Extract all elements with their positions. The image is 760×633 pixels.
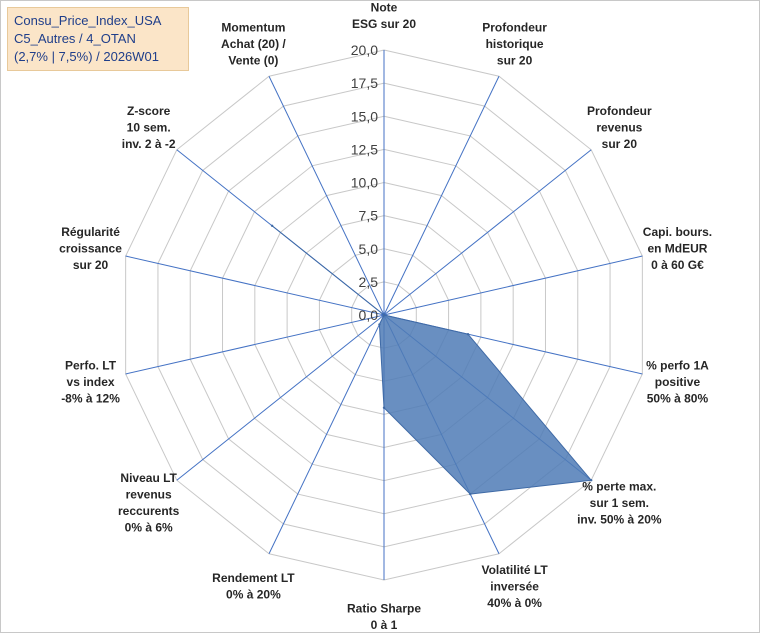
axis-label-10-line-3: reccurents — [118, 504, 180, 518]
axis-label-10-line-2: revenus — [126, 488, 172, 502]
axis-label-10-line-4: 0% à 6% — [125, 521, 173, 535]
title-line-2: C5_Autres / 4_OTAN — [14, 31, 136, 46]
tick-label-2: 5,0 — [359, 241, 379, 257]
axis-label-5: % perfo 1A positive 50% à 80% — [646, 359, 709, 406]
data-point-13 — [270, 224, 274, 227]
data-point-7 — [469, 492, 472, 496]
axis-label-14-line-2: Achat (20) / — [221, 37, 286, 51]
axis-label-4-line-2: en MdEUR — [647, 241, 707, 255]
data-point-8 — [382, 406, 386, 409]
title-line-1: Consu_Price_Index_USA — [14, 13, 162, 28]
axis-label-3-line-3: sur 20 — [602, 137, 638, 151]
axis-label-12: Régularité croissance sur 20 — [59, 225, 122, 272]
axis-label-14: Momentum Achat (20) / Vente (0) — [221, 21, 286, 68]
axis-spoke-4 — [383, 255, 643, 316]
axis-label-2-line-3: sur 20 — [497, 54, 533, 68]
axis-label-2-line-2: historique — [486, 37, 544, 51]
axis-label-5-line-2: positive — [655, 375, 701, 389]
axis-label-3-line-2: revenus — [596, 121, 642, 135]
axis-label-13-line-2: 10 sem. — [127, 121, 171, 135]
axis-label-10-line-1: Niveau LT — [120, 471, 177, 485]
title-line-3: (2,7% | 7,5%) / 2026W01 — [14, 49, 160, 64]
axis-label-12-line-1: Régularité — [61, 225, 120, 239]
axis-spoke-10 — [176, 314, 385, 481]
axis-label-2-line-1: Profondeur — [482, 21, 547, 35]
axis-label-6-line-1: % perte max. — [582, 479, 656, 493]
tick-label-5: 12,5 — [351, 141, 378, 157]
axis-label-11-line-1: Perfo. LT — [65, 359, 117, 373]
axis-label-4-line-3: 0 à 60 G€ — [651, 258, 704, 272]
data-point-14 — [382, 313, 386, 317]
axis-label-11-line-2: vs index — [67, 375, 115, 389]
axis-label-8: Ratio Sharpe 0 à 1 — [347, 602, 421, 633]
data-point-9 — [378, 323, 381, 326]
chart-title-box: Consu_Price_Index_USA C5_Autres / 4_OTAN… — [7, 7, 189, 71]
axis-spoke-3 — [383, 149, 592, 316]
axis-label-13-line-1: Z-score — [127, 104, 171, 118]
tick-label-3: 7,5 — [359, 208, 379, 224]
axis-label-6-line-2: sur 1 sem. — [590, 496, 649, 510]
axis-label-13: Z-score 10 sem. inv. 2 à -2 — [122, 104, 176, 151]
axis-label-1: Note ESG sur 20 — [352, 1, 416, 32]
axis-label-9: Rendement LT 0% à 20% — [212, 571, 295, 602]
tick-label-4: 10,0 — [351, 175, 378, 191]
axis-label-7-line-3: 40% à 0% — [487, 596, 542, 610]
axis-label-6-line-3: inv. 50% à 20% — [577, 512, 662, 526]
axis-label-10: Niveau LT revenus reccurents 0% à 6% — [118, 471, 180, 534]
axis-label-6: % perte max. sur 1 sem. inv. 50% à 20% — [577, 479, 662, 526]
axis-label-1-line-1: Note — [371, 1, 398, 15]
axis-label-1-line-2: ESG sur 20 — [352, 17, 416, 31]
data-series-area — [271, 225, 593, 495]
axis-label-7-line-1: Volatilité LT — [481, 563, 548, 577]
axis-label-7: Volatilité LT inversée 40% à 0% — [481, 563, 548, 610]
axis-label-12-line-3: sur 20 — [73, 258, 109, 272]
axis-label-14-line-1: Momentum — [221, 21, 285, 35]
axis-spoke-12 — [125, 255, 385, 316]
axis-spoke-11 — [125, 314, 385, 375]
axis-label-11: Perfo. LT vs index -8% à 12% — [61, 359, 120, 406]
axis-label-8-line-1: Ratio Sharpe — [347, 602, 421, 616]
axis-label-13-line-3: inv. 2 à -2 — [122, 137, 176, 151]
axis-label-3: Profondeur revenus sur 20 — [587, 104, 652, 151]
tick-label-1: 2,5 — [359, 274, 379, 290]
axis-label-4-line-1: Capi. bours. — [643, 225, 712, 239]
axis-label-3-line-1: Profondeur — [587, 104, 652, 118]
axis-label-9-line-2: 0% à 20% — [226, 588, 281, 602]
axis-label-11-line-3: -8% à 12% — [61, 392, 120, 406]
axis-label-4: Capi. bours. en MdEUR 0 à 60 G€ — [643, 225, 712, 272]
tick-label-7: 17,5 — [351, 75, 378, 91]
tick-label-0: 0,0 — [359, 307, 379, 323]
axis-spoke-14 — [268, 76, 385, 316]
axis-label-8-line-2: 0 à 1 — [371, 618, 398, 632]
data-point-6 — [589, 479, 593, 482]
axis-label-9-line-1: Rendement LT — [212, 571, 295, 585]
axis-label-2: Profondeur historique sur 20 — [482, 21, 547, 68]
tick-label-6: 15,0 — [351, 108, 378, 124]
axis-label-12-line-2: croissance — [59, 241, 122, 255]
data-point-5 — [466, 332, 470, 336]
axis-label-5-line-1: % perfo 1A — [646, 359, 709, 373]
axis-spoke-9 — [268, 314, 385, 554]
axis-spoke-2 — [383, 76, 500, 316]
axis-label-14-line-3: Vente (0) — [228, 54, 278, 68]
axis-label-5-line-3: 50% à 80% — [647, 392, 709, 406]
axis-label-7-line-2: inversée — [490, 579, 539, 593]
tick-label-8: 20,0 — [351, 42, 378, 58]
